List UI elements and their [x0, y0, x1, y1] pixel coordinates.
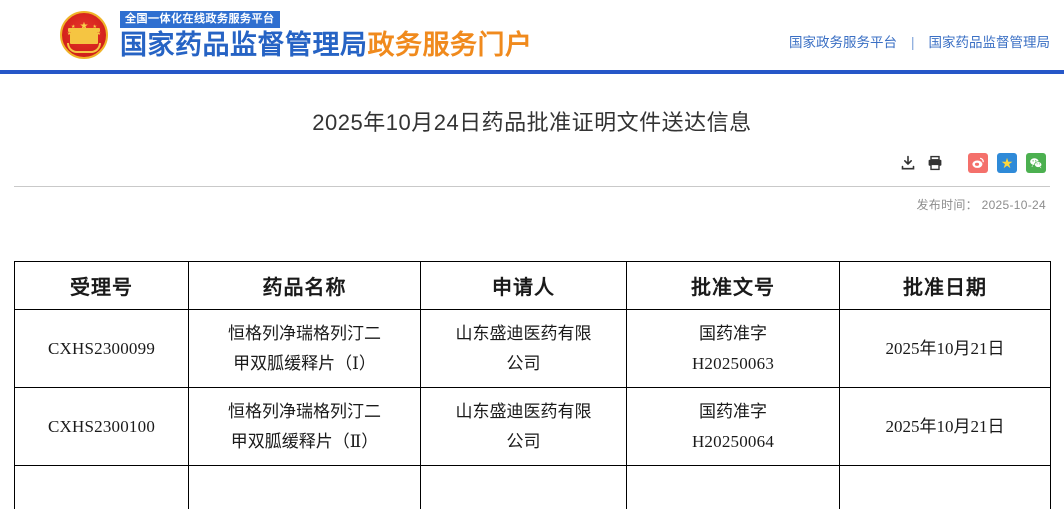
cell-approval-date — [839, 465, 1051, 509]
brand-title-secondary: 政务服务门户 — [367, 30, 533, 60]
nav-link-nmpa[interactable]: 国家药品监督管理局 — [928, 35, 1051, 50]
cell-accept-no — [14, 465, 189, 509]
header-blue-rule — [0, 70, 1064, 74]
applicant-line-1: 山东盛迪医药有限 — [455, 401, 592, 421]
emblem-star-large: ★ — [79, 21, 89, 32]
site-brand[interactable]: ★ ★ ★ ★ ★ 全国一体化在线政务服务平台 国家药品监督管理局政务服务门户 — [60, 9, 533, 61]
column-header-approval-date: 批准日期 — [839, 261, 1051, 310]
cell-accept-no: CXHS2300100 — [14, 387, 189, 466]
cell-applicant: 山东盛迪医药有限 公司 — [420, 387, 627, 466]
column-header-drug-name: 药品名称 — [188, 261, 421, 310]
drug-name-line-2: 甲双胍缓释片（Ⅰ） — [233, 353, 376, 373]
drug-name-line-2: 甲双胍缓释片（Ⅱ） — [230, 431, 379, 451]
header-nav-links: 国家政务服务平台 | 国家药品监督管理局 — [789, 31, 1050, 51]
table-header-row: 受理号 药品名称 申请人 批准文号 批准日期 — [14, 261, 1051, 310]
platform-tag: 全国一体化在线政务服务平台 — [120, 11, 280, 28]
column-header-approval-no: 批准文号 — [626, 261, 840, 310]
brand-title-primary: 国家药品监督管理局 — [120, 30, 368, 60]
favorite-star-glyph: ★ — [1000, 155, 1014, 171]
emblem-star-small-3: ★ — [92, 24, 97, 30]
cell-applicant — [420, 465, 627, 509]
cell-approval-no: 国药准字 H20250063 — [626, 309, 840, 388]
article-toolbar: ★ — [899, 152, 1046, 174]
wechat-share-icon[interactable] — [1026, 153, 1046, 173]
article-toolbar-row: ★ — [14, 152, 1050, 186]
download-icon[interactable] — [899, 154, 917, 172]
article-section: 2025年10月24日药品批准证明文件送达信息 — [0, 74, 1064, 213]
brand-text-block: 全国一体化在线政务服务平台 国家药品监督管理局政务服务门户 — [120, 9, 533, 61]
china-national-emblem-icon: ★ ★ ★ ★ ★ — [60, 11, 108, 59]
drug-name-line-1: 恒格列净瑞格列汀二 — [228, 401, 381, 421]
emblem-star-small-2: ★ — [67, 32, 71, 37]
applicant-line-2: 公司 — [506, 431, 541, 451]
cell-drug-name: 恒格列净瑞格列汀二 甲双胍缓释片（Ⅰ） — [188, 309, 421, 388]
favorite-share-icon[interactable]: ★ — [997, 153, 1017, 173]
applicant-line-2: 公司 — [506, 353, 541, 373]
site-header: ★ ★ ★ ★ ★ 全国一体化在线政务服务平台 国家药品监督管理局政务服务门户 … — [0, 0, 1064, 70]
nav-separator: | — [910, 35, 915, 50]
page-title: 2025年10月24日药品批准证明文件送达信息 — [312, 110, 752, 135]
cell-approval-no — [626, 465, 840, 509]
article-divider — [14, 186, 1050, 187]
approval-documents-table: 受理号 药品名称 申请人 批准文号 批准日期 CXHS2300099 恒格列净瑞… — [14, 261, 1051, 509]
cell-drug-name: 恒格列净瑞格列汀二 甲双胍缓释片（Ⅱ） — [188, 387, 421, 466]
emblem-cogwheel — [67, 43, 101, 53]
applicant-line-1: 山东盛迪医药有限 — [455, 323, 592, 343]
approval-no-line-1: 国药准字 — [699, 323, 767, 343]
cell-approval-no: 国药准字 H20250064 — [626, 387, 840, 466]
table-row: CXHS2300100 恒格列净瑞格列汀二 甲双胍缓释片（Ⅱ） 山东盛迪医药有限… — [14, 387, 1051, 466]
emblem-star-small-4: ★ — [96, 31, 101, 37]
drug-name-line-1: 恒格列净瑞格列汀二 — [228, 323, 381, 343]
publish-time: 发布时间： 2025-10-24 — [916, 198, 1046, 212]
weibo-share-icon[interactable] — [968, 153, 988, 173]
approval-no-line-2: H20250063 — [691, 353, 775, 373]
cell-drug-name — [188, 465, 421, 509]
print-icon[interactable] — [926, 154, 944, 172]
cell-approval-date: 2025年10月21日 — [839, 387, 1051, 466]
nav-link-national-service-platform[interactable]: 国家政务服务平台 — [788, 35, 897, 50]
cell-applicant: 山东盛迪医药有限 公司 — [420, 309, 627, 388]
table-container: 受理号 药品名称 申请人 批准文号 批准日期 CXHS2300099 恒格列净瑞… — [0, 261, 1064, 509]
column-header-applicant: 申请人 — [420, 261, 627, 310]
table-row: CXHS2300099 恒格列净瑞格列汀二 甲双胍缓释片（Ⅰ） 山东盛迪医药有限… — [14, 309, 1051, 388]
table-row — [14, 465, 1051, 509]
approval-no-line-1: 国药准字 — [699, 401, 767, 421]
cell-accept-no: CXHS2300099 — [14, 309, 189, 388]
approval-no-line-2: H20250064 — [691, 431, 775, 451]
brand-title: 国家药品监督管理局政务服务门户 — [120, 30, 533, 61]
column-header-accept-no: 受理号 — [14, 261, 189, 310]
emblem-star-small-1: ★ — [71, 24, 76, 30]
emblem-tiananmen-gate — [68, 28, 100, 44]
cell-approval-date: 2025年10月21日 — [839, 309, 1051, 388]
